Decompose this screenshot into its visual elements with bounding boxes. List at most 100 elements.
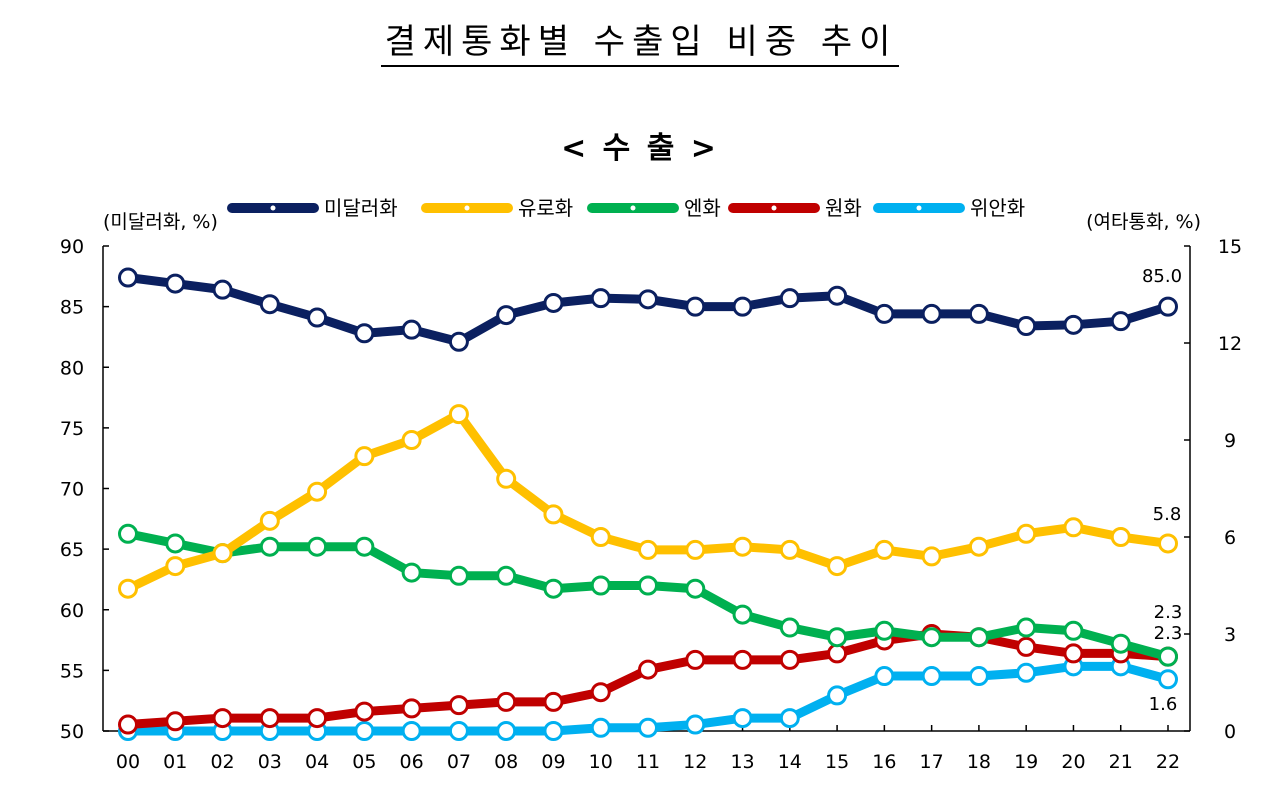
data-point [401, 319, 422, 340]
legend-label: 미달러화 [324, 196, 398, 220]
x-tick-label: 11 [636, 751, 660, 773]
data-point [448, 721, 469, 741]
data-point [921, 627, 942, 648]
right-tick-label: 9 [1224, 430, 1236, 452]
data-point [118, 578, 138, 599]
x-tick-label: 18 [967, 751, 991, 773]
data-point [1158, 646, 1178, 667]
data-point [543, 504, 564, 525]
data-point [638, 659, 658, 680]
data-point [779, 708, 800, 729]
page-title: 결제통화별 수출입 비중 추이 [0, 14, 1280, 67]
data-point [779, 617, 800, 638]
data-point [1110, 527, 1131, 547]
data-point [118, 714, 138, 735]
left-tick-label: 90 [60, 236, 84, 258]
data-point [448, 331, 469, 352]
data-point [827, 627, 848, 648]
end-value-label: 1.6 [1149, 694, 1178, 715]
end-value-label: 85.0 [1142, 266, 1182, 287]
x-tick-label: 02 [210, 751, 234, 773]
end-value-label: 2.3 [1154, 602, 1183, 623]
x-tick-label: 10 [589, 751, 613, 773]
data-point [448, 565, 469, 586]
legend-marker [630, 205, 636, 211]
data-point [543, 721, 564, 741]
end-value-label: 2.3 [1154, 623, 1183, 644]
x-tick-label: 09 [541, 751, 565, 773]
x-tick-label: 03 [258, 751, 282, 773]
data-point [779, 649, 800, 670]
data-point [1063, 620, 1084, 641]
series-미달러화 [118, 267, 1178, 352]
data-point [685, 649, 706, 670]
x-tick-label: 00 [116, 751, 140, 773]
data-point [165, 533, 186, 554]
left-tick-label: 65 [60, 539, 84, 561]
data-point [827, 685, 848, 706]
data-point [496, 305, 517, 326]
data-point [212, 279, 233, 300]
data-point [307, 708, 328, 729]
x-tick-label: 17 [920, 751, 944, 773]
data-point [118, 267, 138, 288]
data-point [1063, 517, 1084, 538]
data-point [732, 604, 753, 625]
x-tick-label: 12 [683, 751, 707, 773]
legend-label: 위안화 [970, 196, 1025, 220]
data-point [1016, 617, 1037, 638]
data-point [827, 285, 848, 306]
data-point [1063, 314, 1084, 335]
x-tick-label: 13 [730, 751, 754, 773]
legend: 미달러화 유로화 엔화 원화 위안화 [227, 196, 1025, 220]
data-point [543, 292, 564, 313]
data-point [874, 620, 895, 641]
x-tick-label: 16 [872, 751, 896, 773]
x-tick-label: 15 [825, 751, 849, 773]
right-axis-title: (여타통화, %) [1086, 211, 1201, 233]
data-point [968, 666, 989, 687]
data-point [543, 691, 564, 712]
legend-marker [916, 205, 922, 211]
data-point [1016, 662, 1037, 683]
data-point [165, 556, 186, 577]
data-point [685, 539, 706, 560]
x-tick-label: 07 [447, 751, 471, 773]
left-tick-label: 60 [60, 600, 84, 622]
data-point [968, 536, 989, 557]
data-point [401, 430, 422, 450]
left-tick-label: 85 [60, 297, 84, 319]
data-point [354, 536, 375, 557]
legend-label: 원화 [825, 196, 862, 220]
data-labels: 85.0 5.8 2.32.3 1.6 [1142, 266, 1182, 715]
data-point [259, 510, 280, 531]
data-point [1158, 533, 1178, 554]
data-point [307, 481, 328, 502]
data-point [448, 695, 469, 716]
data-point [401, 562, 422, 583]
data-point [1158, 296, 1178, 317]
end-value-label: 5.8 [1153, 504, 1182, 525]
series-원화 [118, 624, 1178, 735]
legend-marker [270, 205, 276, 211]
left-tick-label: 70 [60, 479, 84, 501]
data-point [968, 627, 989, 648]
data-point [638, 539, 658, 560]
data-point [259, 536, 280, 557]
data-point [638, 717, 658, 738]
data-point [590, 575, 611, 596]
data-point [921, 666, 942, 687]
data-point [827, 643, 848, 664]
data-point [496, 691, 517, 712]
data-point [874, 666, 895, 687]
data-point [496, 468, 517, 489]
right-tick-label: 3 [1224, 624, 1236, 646]
data-point [1016, 316, 1037, 337]
data-point [212, 543, 233, 564]
right-tick-label: 15 [1218, 236, 1242, 258]
legend-marker [464, 205, 470, 211]
data-point [685, 578, 706, 599]
data-point [448, 404, 469, 425]
